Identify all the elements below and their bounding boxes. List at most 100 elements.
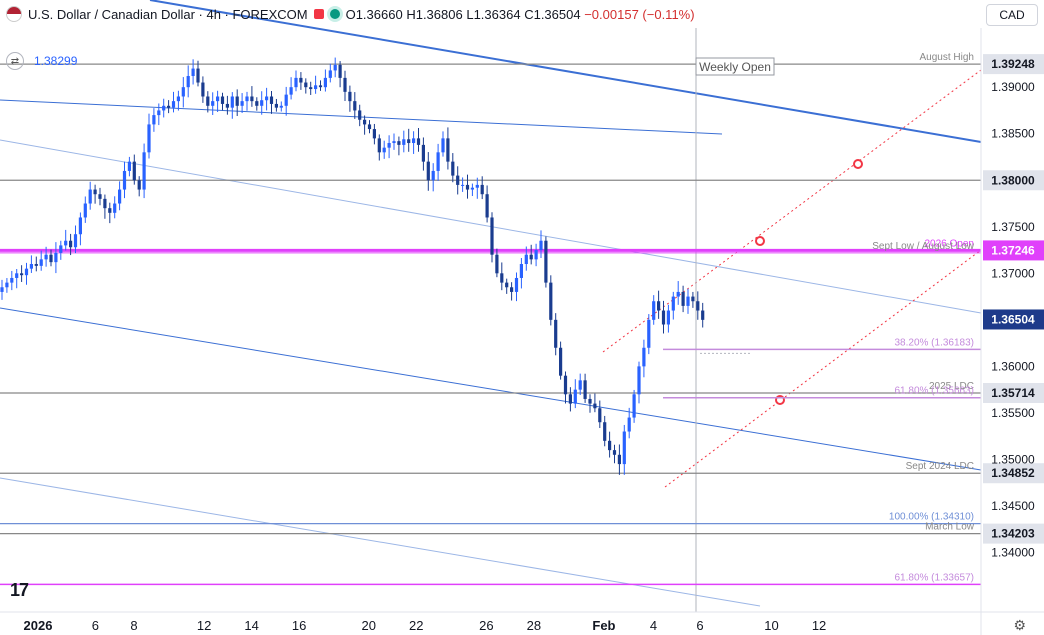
candle-body-113 — [554, 319, 558, 348]
candle-body-58 — [284, 94, 288, 106]
x-tick-6: 20 — [362, 618, 376, 633]
y-tick-2: 1.37500 — [991, 220, 1035, 234]
pitchfork-point-0 — [853, 159, 863, 169]
level-label-2: 2026 Open — [925, 238, 975, 249]
axis-tag-7: 1.34852 — [991, 466, 1035, 480]
secondary-price: 1.38299 — [34, 54, 78, 68]
y-tick-0: 1.39000 — [991, 80, 1035, 94]
candle-body-20 — [98, 194, 102, 199]
candle-body-29 — [142, 152, 146, 190]
y-tick-1: 1.38500 — [991, 127, 1035, 141]
change-value: −0.00157 (−0.11%) — [584, 6, 695, 22]
candle-body-126 — [617, 454, 621, 465]
candle-body-2 — [10, 277, 14, 283]
ohlc-readout: O1.36660 H1.36806 L1.36364 C1.36504 −0.0… — [346, 7, 695, 22]
candle-body-4 — [20, 273, 24, 276]
candle-body-71 — [348, 91, 352, 102]
candle-body-140 — [686, 296, 690, 306]
candle-body-117 — [573, 389, 577, 404]
candle-body-136 — [666, 310, 670, 325]
candle-body-0 — [0, 287, 4, 292]
candle-body-91 — [446, 138, 450, 162]
candle-body-74 — [363, 119, 367, 125]
candle-body-48 — [235, 96, 239, 106]
candle-body-43 — [211, 101, 215, 106]
candle-body-38 — [186, 76, 190, 88]
market-status-icon — [313, 9, 324, 19]
x-tick-0: 2026 — [24, 618, 53, 633]
candle-body-121 — [593, 403, 597, 409]
candle-body-103 — [505, 282, 509, 288]
pitchfork-point-1 — [755, 236, 765, 246]
currency-selector[interactable]: CAD — [986, 4, 1038, 26]
candle-body-123 — [603, 422, 607, 441]
candle-body-101 — [495, 254, 499, 274]
settings-gear-icon[interactable]: ⚙ — [1013, 617, 1026, 633]
level-label-7: Sept 2024 LDC — [906, 461, 974, 472]
candle-body-12 — [59, 245, 63, 253]
candle-body-31 — [152, 115, 156, 125]
candle-body-124 — [608, 440, 612, 451]
candle-body-9 — [44, 254, 48, 260]
axis-tag-2: 1.37246 — [991, 243, 1035, 257]
symbol-title[interactable]: U.S. Dollar / Canadian Dollar · 4h · FOR… — [28, 6, 308, 22]
candle-body-78 — [382, 147, 386, 153]
candle-body-135 — [661, 310, 666, 325]
candle-body-14 — [69, 240, 73, 248]
candle-body-127 — [622, 431, 626, 465]
candle-body-47 — [230, 96, 234, 108]
candle-body-128 — [627, 417, 631, 432]
candle-body-139 — [681, 291, 685, 306]
candle-body-125 — [612, 450, 617, 455]
candle-body-130 — [637, 366, 641, 395]
candle-body-56 — [274, 103, 278, 108]
candle-body-79 — [387, 143, 391, 148]
x-tick-2: 8 — [130, 618, 137, 633]
candle-body-129 — [632, 394, 636, 418]
axis-tag-1: 1.38000 — [991, 173, 1035, 187]
y-tick-7: 1.34500 — [991, 499, 1035, 513]
candle-body-55 — [269, 96, 274, 104]
candle-body-131 — [642, 347, 646, 367]
level-label-3: Sept Low / August Low — [872, 241, 975, 252]
candle-body-24 — [118, 189, 122, 204]
trendlines — [0, 0, 982, 612]
candle-body-23 — [113, 203, 117, 213]
candle-body-63 — [309, 87, 313, 90]
candle-body-22 — [108, 208, 112, 213]
candle-body-97 — [475, 184, 479, 188]
candle-body-39 — [191, 68, 195, 77]
candle-body-3 — [15, 273, 19, 278]
price-levels — [0, 63, 981, 586]
candle-body-109 — [534, 250, 538, 260]
candle-body-76 — [372, 129, 376, 139]
candle-body-112 — [549, 282, 553, 320]
flag-icon — [6, 6, 22, 22]
candle-body-132 — [647, 319, 651, 348]
candle-body-87 — [426, 161, 430, 181]
candle-body-88 — [431, 170, 435, 181]
candle-body-141 — [691, 296, 695, 302]
candle-body-41 — [201, 82, 205, 97]
candle-body-46 — [225, 103, 229, 108]
candle-body-95 — [465, 184, 470, 190]
level-label-9: March Low — [925, 522, 975, 533]
pitchfork-upper-line — [602, 69, 982, 353]
candle-body-89 — [436, 152, 440, 171]
candle-body-116 — [568, 394, 572, 404]
candle-body-86 — [421, 144, 425, 162]
candle-body-54 — [265, 96, 269, 101]
candle-body-110 — [539, 240, 543, 251]
candle-body-53 — [260, 100, 264, 106]
compare-icon[interactable]: ⇄ — [6, 52, 24, 70]
x-tick-12: 6 — [696, 618, 703, 633]
candle-body-72 — [353, 101, 357, 111]
candle-body-67 — [328, 70, 332, 78]
level-label-10: 61.80% (1.33657) — [894, 572, 974, 583]
candle-body-77 — [377, 138, 381, 153]
candle-body-68 — [333, 64, 337, 71]
high-value: H1.36806 — [406, 6, 463, 22]
candle-body-19 — [93, 189, 97, 195]
tradingview-logo: 17 — [10, 580, 29, 600]
